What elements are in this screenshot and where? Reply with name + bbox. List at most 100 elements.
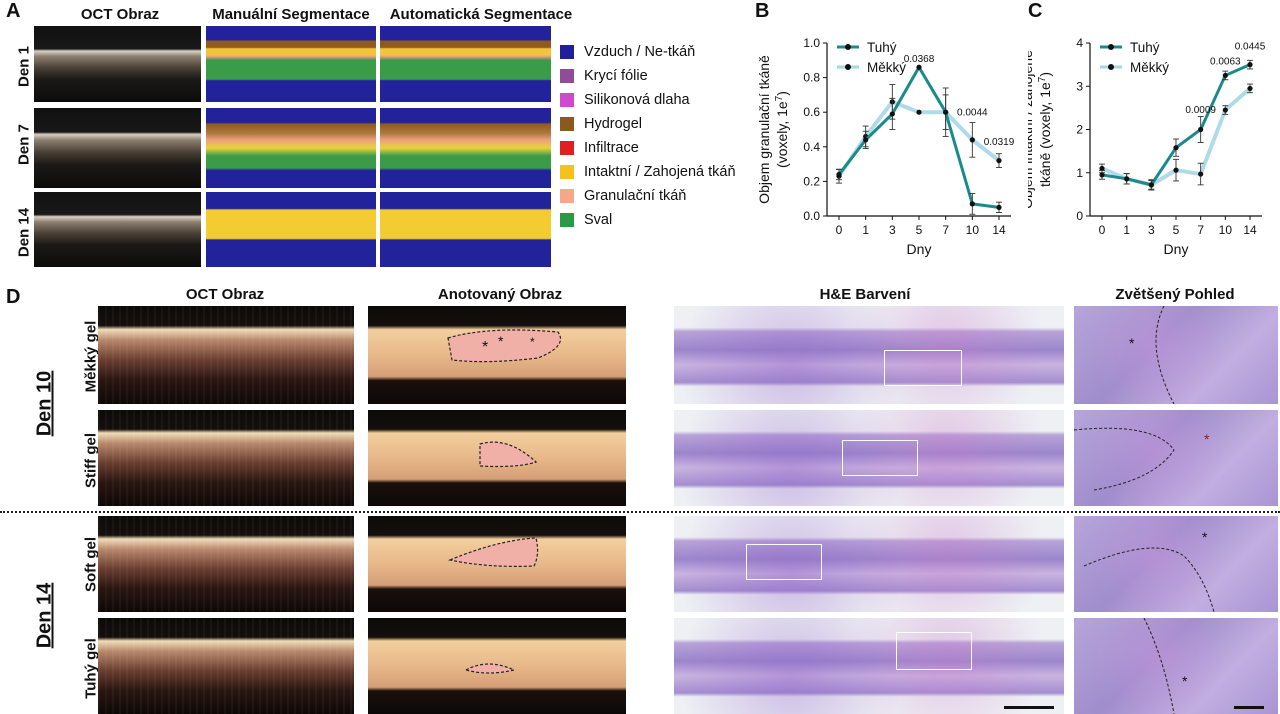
- y-tick-label: 3: [1076, 79, 1083, 93]
- x-tick-label: 5: [1173, 223, 1180, 237]
- legend-marker: [1108, 64, 1114, 70]
- panel-d-row-label-1: Měkký gel: [82, 320, 100, 393]
- legend-label: Granulační tkáň: [584, 188, 687, 204]
- x-tick-label: 10: [966, 223, 980, 237]
- chart-b: 0.0 0.2 0.4 0.6 0.8 1.0 0 1 3 5 7 10 14 Dny Objem gran…: [756, 36, 1015, 257]
- data-point: [836, 171, 842, 178]
- legend-item-healed: Intaktní / Zahojená tkáň: [560, 162, 736, 182]
- panel-a-manual-den7: [206, 108, 376, 188]
- x-tick-label: 3: [889, 223, 896, 237]
- panel-d-zoom-r3: *: [1074, 516, 1278, 612]
- legend-marker: [845, 44, 851, 50]
- x-tick-label: 7: [942, 223, 949, 237]
- data-point: [969, 137, 975, 143]
- x-tick-label: 5: [916, 223, 923, 237]
- zoom-box: [842, 440, 918, 476]
- y-tick-label: 1: [1076, 166, 1083, 180]
- x-tick-label: 10: [1219, 223, 1233, 237]
- panel-d-header-he: H&E Barvení: [819, 286, 911, 303]
- annotation-outline: [479, 441, 538, 468]
- svg-text:*: *: [1202, 529, 1208, 545]
- zoom-outline: *: [1143, 618, 1188, 714]
- p-value-label: 0.0368: [904, 54, 935, 65]
- panel-d-zoom-r4: *: [1074, 618, 1278, 714]
- zoom-box: [746, 544, 822, 580]
- legend-label: Sval: [584, 212, 613, 228]
- legend-swatch: [560, 213, 574, 227]
- panel-a-manual-den1: [206, 26, 376, 102]
- legend-label: Měkký: [867, 60, 906, 75]
- svg-text:*: *: [1204, 431, 1210, 447]
- panel-a-oct-den14: [34, 192, 201, 267]
- legend-swatch: [560, 69, 574, 83]
- panel-d-header-oct: OCT Obraz: [185, 286, 265, 303]
- data-point: [1198, 171, 1204, 177]
- x-tick-label: 14: [992, 223, 1006, 237]
- zoom-box: [896, 632, 972, 670]
- panel-d-he-r4: [674, 618, 1064, 714]
- panel-a-header-oct: OCT Obraz: [80, 6, 160, 23]
- legend-label: Tuhý: [867, 40, 897, 55]
- data-point: [996, 204, 1002, 210]
- panel-a-header-auto: Automatická Segmentace: [389, 6, 573, 23]
- data-point: [1124, 176, 1130, 182]
- data-point: [1173, 145, 1179, 151]
- legend-label: Infiltrace: [584, 140, 639, 156]
- data-point: [1099, 172, 1105, 178]
- chart-c: 0 1 2 3 4 0 1 3 5 7 10 14 Dny Objem intaktní / zahoje…: [1028, 36, 1266, 257]
- panel-a-header-manual: Manuální Segmentace: [212, 6, 370, 23]
- legend-item-hydrogel: Hydrogel: [560, 114, 642, 134]
- data-point: [969, 201, 975, 207]
- y-tick-label: 2: [1076, 123, 1083, 137]
- panel-a-oct-den1: [34, 26, 201, 102]
- panel-d-ann-r4: [368, 618, 626, 714]
- panel-d-header-annotated: Anotovaný Obraz: [437, 286, 563, 303]
- panel-a-auto-den14: [380, 192, 551, 267]
- y-tick-label: 0: [1076, 209, 1083, 223]
- panel-d-ann-r2: [368, 410, 626, 506]
- data-point: [943, 109, 949, 115]
- legend-item-splint: Silikonová dlaha: [560, 90, 690, 110]
- panel-d-oct-r2: [98, 410, 354, 506]
- data-point: [1222, 107, 1228, 113]
- y-tick-label: 0.6: [803, 105, 820, 119]
- svg-text:*: *: [498, 333, 504, 349]
- section-divider: [0, 511, 1280, 513]
- x-tick-label: 7: [1197, 223, 1204, 237]
- legend-marker: [1108, 44, 1114, 50]
- legend-item-granulation: Granulační tkáň: [560, 186, 686, 206]
- panel-a-auto-den1: [380, 26, 551, 102]
- data-point: [1099, 165, 1105, 172]
- data-point: [863, 137, 869, 143]
- p-value-label: 0.0009: [1185, 105, 1216, 116]
- y-tick-label: 0.4: [803, 140, 820, 154]
- x-tick-label: 14: [1243, 223, 1257, 237]
- y-axis-label-line1: Objem intaktní / zahojené: [1028, 50, 1035, 209]
- data-point: [1173, 167, 1179, 173]
- panel-d-group-den14: Den 14: [33, 582, 56, 649]
- y-tick-label: 1.0: [803, 36, 820, 50]
- legend-label: Silikonová dlaha: [584, 92, 690, 108]
- panel-label-a: A: [6, 0, 21, 22]
- legend-swatch: [560, 189, 574, 203]
- panel-label-c: C: [1028, 0, 1043, 22]
- p-value-label: 0.0063: [1210, 57, 1241, 68]
- x-tick-label: 1: [1123, 223, 1130, 237]
- panel-label-b: B: [755, 0, 770, 22]
- panel-d-row-label-2: Stiff gel: [82, 433, 100, 488]
- data-point: [916, 64, 922, 70]
- panel-d-ann-r3: [368, 516, 626, 612]
- annotation-outline: [447, 537, 539, 567]
- annotation-outline: * * *: [447, 329, 562, 363]
- panel-d-header-zoom: Zvětšený Pohled: [1115, 286, 1235, 303]
- zoom-outline: *: [1083, 529, 1215, 612]
- scale-bar: [1234, 706, 1264, 709]
- legend-swatch: [560, 93, 574, 107]
- data-point: [889, 111, 895, 117]
- panel-d-oct-r4: [98, 618, 354, 714]
- p-value-label: 0.0319: [984, 137, 1015, 148]
- svg-text:*: *: [1129, 335, 1135, 351]
- panel-d-oct-r3: [98, 516, 354, 612]
- legend-marker: [845, 64, 851, 70]
- panel-d-he-r1: [674, 306, 1064, 404]
